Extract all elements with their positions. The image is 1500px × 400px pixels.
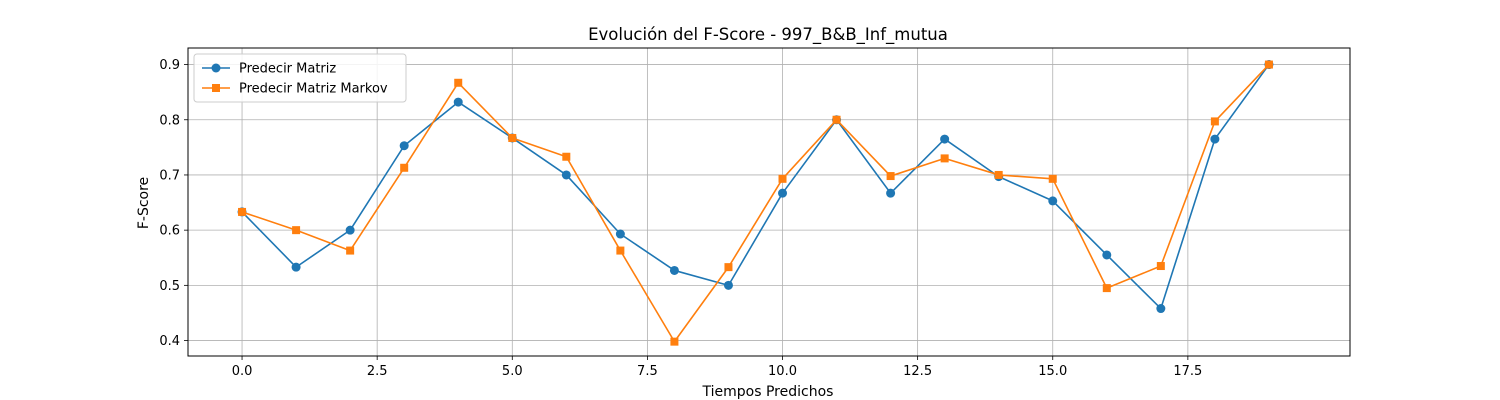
data-point — [940, 134, 950, 144]
y-tick-label: 0.7 — [159, 168, 180, 183]
axes: 0.0 2.5 5.0 7.5 10.0 12.5 15.0 17.5 0.4 0.5 0.6 0.7… — [159, 58, 1202, 379]
data-point — [1210, 117, 1219, 126]
data-point — [400, 163, 409, 172]
x-tick-label: 15.0 — [1038, 364, 1067, 379]
data-point — [940, 154, 949, 163]
data-point — [399, 141, 409, 151]
plot-area-frame — [187, 47, 1351, 357]
data-point — [1264, 60, 1273, 69]
data-point — [1048, 174, 1057, 183]
data-point — [723, 280, 733, 290]
x-tick-label: 2.5 — [367, 364, 388, 379]
series-line — [241, 64, 1270, 343]
x-axis-title: Tiempos Predichos — [702, 384, 834, 400]
legend-label: Predecir Matriz Markov — [239, 82, 388, 97]
y-tick-label: 0.5 — [159, 279, 180, 294]
legend-box — [193, 53, 407, 103]
data-point — [669, 265, 679, 275]
legend-item: Predecir Matriz Markov — [202, 82, 388, 97]
x-tick-label: 12.5 — [903, 364, 932, 379]
data-point — [1102, 250, 1112, 260]
data-point — [615, 229, 625, 239]
y-tick-label: 0.9 — [159, 58, 180, 73]
data-point — [994, 170, 1003, 179]
data-point — [778, 174, 787, 183]
data-point — [454, 78, 463, 87]
x-tick-label: 0.0 — [232, 364, 253, 379]
data-point — [562, 152, 571, 161]
legend-marker — [212, 84, 220, 92]
legend: Predecir Matriz Predecir Matriz Markov — [193, 53, 407, 103]
data-point — [1210, 134, 1220, 144]
data-point — [345, 225, 355, 235]
chart-title: Evolución del F-Score - 997_B&B_Inf_mutu… — [588, 25, 948, 45]
series-lines — [237, 60, 1274, 346]
data-point — [346, 246, 355, 255]
data-point — [670, 337, 679, 346]
data-point — [886, 188, 896, 198]
y-tick-label: 0.4 — [159, 334, 180, 349]
data-point — [886, 172, 895, 181]
series-2 — [238, 60, 1273, 346]
data-point — [561, 170, 571, 180]
data-point — [292, 226, 301, 235]
data-point — [1156, 304, 1166, 314]
data-point — [508, 133, 517, 142]
x-tick-label: 5.0 — [502, 364, 523, 379]
data-point — [1048, 196, 1058, 206]
x-tick-label: 17.5 — [1173, 364, 1202, 379]
legend-item: Predecir Matriz — [202, 62, 336, 77]
data-point — [778, 188, 788, 198]
data-point — [832, 115, 841, 124]
data-point — [238, 207, 247, 216]
data-point — [453, 97, 463, 107]
x-tick-label: 10.0 — [768, 364, 797, 379]
y-tick-label: 0.6 — [159, 224, 180, 239]
y-axis-title: F-Score — [136, 177, 152, 229]
data-point — [1156, 262, 1165, 271]
data-point — [724, 263, 733, 272]
data-point — [1102, 284, 1111, 293]
y-tick-label: 0.8 — [159, 113, 180, 128]
legend-marker — [211, 63, 221, 73]
data-point — [616, 246, 625, 255]
data-point — [291, 262, 301, 272]
x-tick-label: 7.5 — [637, 364, 658, 379]
legend-label: Predecir Matriz — [239, 62, 336, 77]
series-line — [241, 64, 1270, 310]
